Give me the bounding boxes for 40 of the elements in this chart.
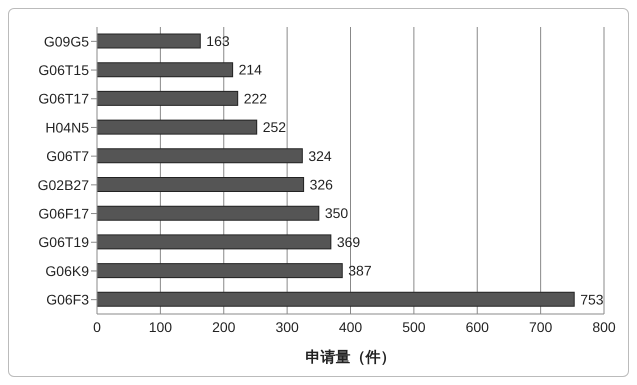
data-label: 214 — [238, 62, 262, 78]
data-label: 369 — [336, 234, 360, 250]
data-label: 326 — [310, 176, 334, 192]
y-tick-label: G06F17 — [38, 206, 90, 222]
x-tick-label: 400 — [338, 318, 362, 335]
data-label: 387 — [348, 262, 372, 279]
data-label: 324 — [308, 148, 332, 164]
y-tick-label: G02B27 — [38, 176, 90, 193]
y-tick-label: G06T19 — [38, 234, 90, 250]
y-tick-label: G06T7 — [46, 148, 90, 164]
x-axis-title: 申请量（件） — [306, 349, 396, 366]
data-label: 753 — [580, 291, 604, 308]
bar — [97, 34, 201, 48]
data-label: 222 — [244, 90, 268, 106]
data-label: 163 — [206, 32, 230, 49]
bar — [97, 292, 575, 307]
bar — [97, 206, 320, 221]
bar — [97, 90, 238, 106]
data-label: 252 — [262, 119, 286, 136]
bar — [97, 177, 304, 192]
bar — [97, 62, 234, 78]
y-tick-label: G06K9 — [45, 262, 90, 279]
x-tick-label: 300 — [275, 318, 300, 335]
x-tick-label: 700 — [528, 318, 553, 335]
y-tick-label: G06T17 — [38, 90, 90, 107]
bar — [97, 263, 343, 278]
bar — [97, 148, 303, 164]
x-tick-label: 500 — [402, 318, 426, 335]
x-tick-label: 100 — [148, 318, 172, 335]
y-tick-label: G06F3 — [46, 292, 90, 308]
x-tick-label: 600 — [466, 318, 490, 335]
y-tick-label: G09G5 — [44, 33, 90, 50]
y-tick-label: G06T15 — [38, 62, 90, 78]
x-tick-label: 200 — [212, 318, 236, 335]
x-tick-label: 800 — [592, 318, 616, 335]
data-label: 350 — [324, 205, 348, 222]
bar — [97, 234, 332, 250]
bar — [97, 120, 258, 135]
x-tick-label: 0 — [93, 318, 102, 335]
y-tick-label: H04N5 — [45, 119, 90, 136]
